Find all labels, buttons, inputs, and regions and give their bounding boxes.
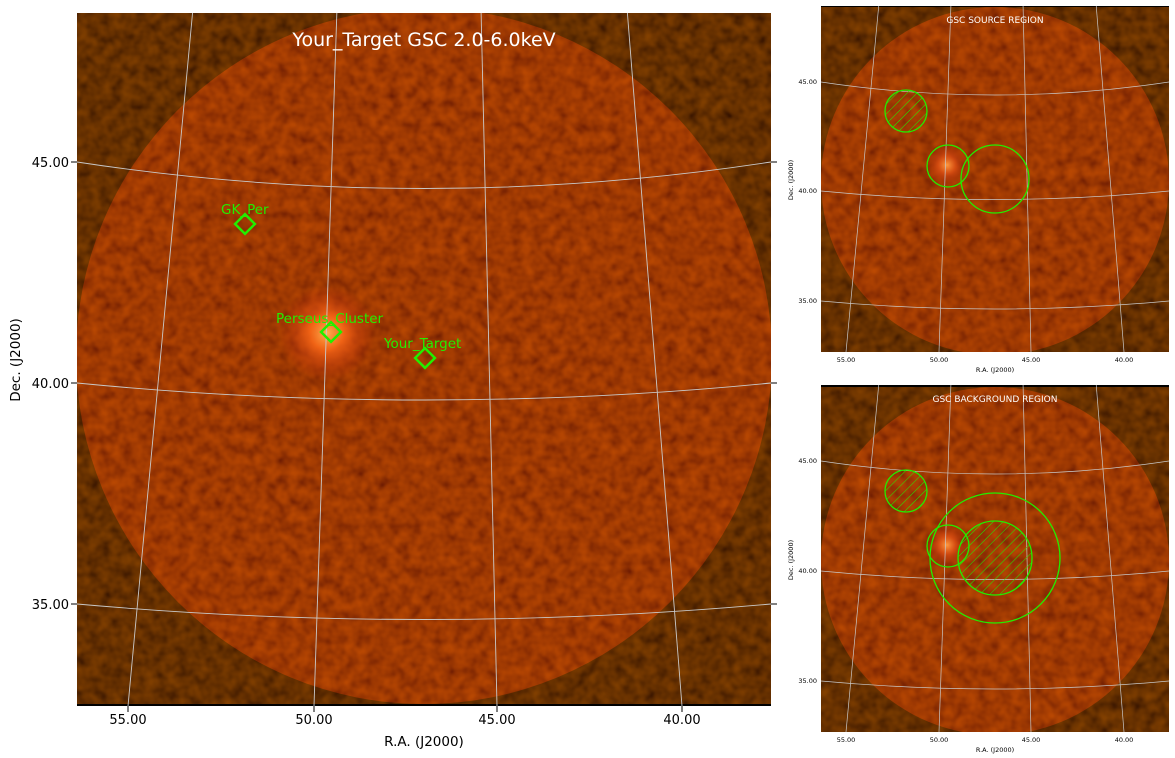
excluded-region-gk-per [884, 469, 928, 513]
source-x-tick: 50.00 [930, 356, 949, 364]
grid-ra-50 [313, 13, 338, 706]
grid-ra-40 [626, 13, 683, 706]
grid-dec-35 [77, 603, 771, 620]
background-y-tick: 35.00 [798, 677, 817, 685]
main-y-tick: 40.00 [32, 377, 69, 392]
source-x-tick: 40.00 [1115, 356, 1134, 364]
main-x-tick: 50.00 [295, 713, 332, 728]
main-cluster-emission [279, 285, 375, 381]
main-coordinate-grid [77, 13, 771, 706]
grid-dec-40 [77, 382, 771, 401]
source-y-tick: 45.00 [798, 78, 817, 86]
source-coordinate-grid [821, 6, 1169, 352]
main-x-tick: 55.00 [109, 713, 146, 728]
background-x-tick: 50.00 [930, 736, 949, 744]
main-x-tick: 45.00 [478, 713, 515, 728]
background-x-tick: 45.00 [1022, 736, 1041, 744]
source-noise-texture [821, 7, 1169, 352]
source-y-axis-label: Dec. (J2000) [787, 160, 795, 200]
label-perseus-cluster: Perseus_Cluster [276, 311, 384, 327]
grid-ra-55 [127, 13, 193, 706]
excluded-region-gk-per [884, 89, 928, 133]
source-x-tick: 45.00 [1022, 356, 1041, 364]
grid-ra-45 [480, 13, 498, 706]
marker-gk-per [233, 212, 257, 236]
main-axis-ticks [71, 161, 777, 712]
main-x-tick: 40.00 [663, 713, 700, 728]
source-panel-title: GSC SOURCE REGION [946, 16, 1043, 26]
marker-perseus-cluster [319, 320, 343, 344]
label-gk-per: GK_Per [221, 202, 269, 218]
background-region-panel: GSC BACKGROUND REGION 55.00 50.00 45.00 … [787, 385, 1169, 754]
main-panel: GK_Per Perseus_Cluster Your_Target Your_… [8, 13, 777, 750]
source-y-tick: 40.00 [798, 187, 817, 195]
main-noise-texture [77, 13, 771, 704]
background-panel-title: GSC BACKGROUND REGION [933, 395, 1058, 405]
source-extraction-region [960, 144, 1030, 214]
source-y-tick: 35.00 [798, 297, 817, 305]
background-annulus-region [929, 492, 1061, 624]
background-regions [884, 469, 1061, 624]
main-source-markers [233, 212, 437, 370]
main-y-axis-label: Dec. (J2000) [8, 318, 24, 402]
main-y-tick: 35.00 [32, 598, 69, 613]
source-regions [884, 89, 1030, 214]
source-x-axis-label: R.A. (J2000) [976, 366, 1014, 374]
background-x-axis-label: R.A. (J2000) [976, 746, 1014, 754]
background-y-tick: 40.00 [798, 567, 817, 575]
source-region-panel: GSC SOURCE REGION 55.00 50.00 45.00 40.0… [787, 6, 1169, 374]
main-title: Your_Target GSC 2.0-6.0keV [291, 29, 555, 51]
source-x-tick: 55.00 [837, 356, 856, 364]
main-x-axis-label: R.A. (J2000) [384, 734, 464, 750]
marker-your-target [413, 346, 437, 370]
excluded-region-source [957, 520, 1033, 596]
excluded-region-perseus [926, 144, 970, 188]
main-y-tick: 45.00 [32, 156, 69, 171]
label-your-target: Your_Target [383, 336, 461, 352]
background-x-tick: 40.00 [1115, 736, 1134, 744]
background-y-axis-label: Dec. (J2000) [787, 540, 795, 580]
background-x-tick: 55.00 [837, 736, 856, 744]
grid-dec-45 [77, 161, 771, 189]
background-y-tick: 45.00 [798, 457, 817, 465]
source-cluster-emission [925, 143, 969, 187]
